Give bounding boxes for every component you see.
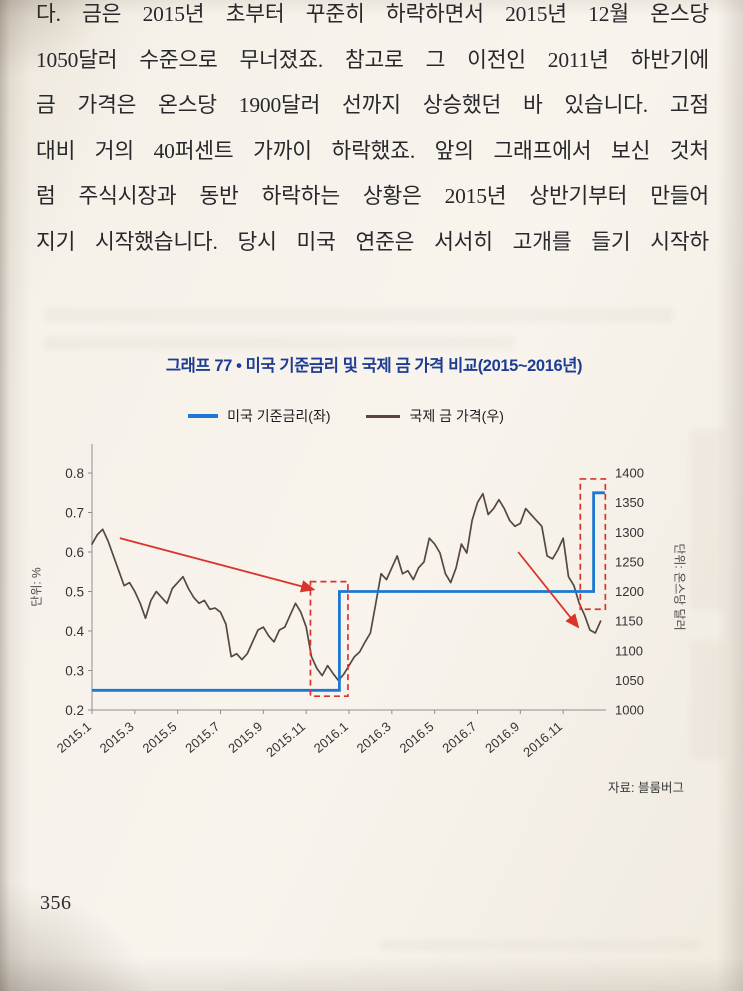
- right-tick-label: 1150: [615, 614, 643, 629]
- x-tick-label: 2016.11: [520, 719, 565, 760]
- right-tick-label: 1050: [615, 673, 644, 688]
- right-tick-label: 1350: [615, 495, 644, 510]
- chart-row: 단위: % 0.8 0.7 0.6 0.5 0.4 0.3 0.2 1400 1350 1300 1…: [24, 428, 724, 773]
- body-line: 1050달러 수준으로 무너졌죠. 참고로 그 이전인 2011년 하반기에: [36, 47, 709, 72]
- x-tick-label: 2016.7: [439, 719, 479, 756]
- left-tick-label: 0.7: [65, 506, 84, 521]
- annotation-dashed-rect: [579, 478, 607, 611]
- left-axis-unit: 단위: %: [24, 428, 48, 773]
- chart-legend: 미국 기준금리(좌) 국제 금 가격(우): [0, 406, 696, 426]
- x-tick-label: 2015.9: [225, 719, 265, 756]
- body-line: 금 가격은 온스당 1900달러 선까지 상승했던 바 있습니다. 고점: [36, 93, 709, 117]
- chart-plot: 0.8 0.7 0.6 0.5 0.4 0.3 0.2 1400 1350 1300 1250 120…: [54, 444, 644, 760]
- page-bleedthrough-artifact: [44, 336, 514, 350]
- x-tick-label: 2016.1: [311, 719, 351, 756]
- body-line: 럼 주식시장과 동반 하락하는 상황은 2015년 상반기부터 만들어: [36, 184, 709, 208]
- body-line: 지기 시작했습니다. 당시 미국 연준은 서서히 고개를 들기 시작하: [36, 229, 709, 254]
- chart-source: 자료: 블룸버그: [608, 781, 684, 795]
- page-bleedthrough-artifact: [690, 640, 724, 760]
- left-tick-label: 0.6: [65, 545, 84, 560]
- gold-line-swatch-icon: [366, 414, 401, 418]
- x-tick-label: 2016.9: [482, 719, 522, 756]
- page-number: 356: [40, 892, 72, 914]
- legend-item-gold: 국제 금 가격(우): [366, 406, 504, 426]
- annotation-dashed-rect: [309, 580, 349, 698]
- left-tick-label: 0.2: [65, 703, 84, 718]
- body-text: 다. 금은 2015년 초부터 꾸준히 하락하면서 2015년 12월 온스당 …: [36, 0, 709, 265]
- right-tick-label: 1200: [615, 584, 644, 599]
- left-tick-label: 0.4: [65, 624, 84, 639]
- x-tick-label: 2015.7: [182, 719, 222, 756]
- page-bleedthrough-artifact: [690, 430, 724, 610]
- x-tick-label: 2015.3: [97, 719, 137, 756]
- right-tick-label: 1400: [615, 466, 644, 481]
- page-bleedthrough-artifact: [380, 940, 700, 950]
- right-tick-label: 1250: [615, 554, 644, 569]
- figure-block: 그래프 77 • 미국 기준금리 및 국제 금 가격 비교(2015~2016년…: [24, 352, 724, 796]
- right-axis-unit-label: 단위: 온스당 달러: [672, 543, 687, 631]
- legend-item-rate: 미국 기준금리(좌): [188, 406, 330, 426]
- legend-label-gold: 국제 금 가격(우): [409, 408, 504, 424]
- annotation-arrow: [517, 551, 580, 629]
- legend-label-rate: 미국 기준금리(좌): [227, 408, 331, 424]
- chart-title: 그래프 77 • 미국 기준금리 및 국제 금 가격 비교(2015~2016년…: [165, 357, 583, 375]
- fed-rate-line: [92, 491, 605, 692]
- x-tick-label: 2016.3: [354, 719, 394, 756]
- right-axis-unit: 단위: 온스당 달러: [668, 428, 692, 773]
- x-tick-label: 2016.5: [396, 719, 436, 756]
- right-tick-label: 1000: [615, 703, 644, 718]
- x-tick-label: 2015.1: [54, 719, 94, 756]
- right-tick-label: 1300: [615, 525, 644, 540]
- x-tick-label: 2015.11: [263, 719, 308, 760]
- annotation-arrow: [119, 537, 316, 593]
- left-tick-label: 0.5: [65, 585, 84, 600]
- x-tick-label: 2015.5: [139, 719, 179, 756]
- body-line: 대비 거의 40퍼센트 가까이 하락했죠. 앞의 그래프에서 보신 것처: [36, 138, 709, 163]
- gold-price-line: [91, 492, 602, 682]
- left-axis-unit-label: 단위: %: [29, 566, 44, 607]
- left-tick-label: 0.8: [65, 466, 84, 481]
- page-bleedthrough-artifact: [44, 308, 673, 322]
- rate-line-swatch-icon: [188, 414, 219, 418]
- right-tick-label: 1100: [615, 643, 643, 658]
- left-tick-label: 0.3: [65, 664, 84, 679]
- body-line: 다. 금은 2015년 초부터 꾸준히 하락하면서 2015년 12월 온스당: [36, 2, 709, 26]
